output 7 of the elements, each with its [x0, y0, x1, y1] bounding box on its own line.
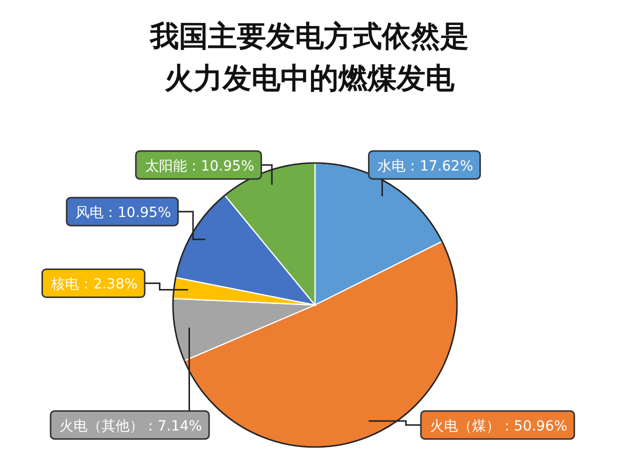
slice-label: 核电：2.38%	[50, 276, 138, 293]
slice-label: 火电（其他）：7.14%	[60, 418, 202, 434]
slice-label: 太阳能：10.95%	[144, 158, 254, 174]
slice-label: 风电：10.95%	[76, 205, 172, 222]
chart-title: 我国主要发电方式依然是火力发电中的燃煤发电	[149, 19, 469, 95]
slice-label: 火电（煤）：50.96%	[430, 418, 568, 434]
slice-label: 水电：17.62%	[378, 158, 474, 174]
